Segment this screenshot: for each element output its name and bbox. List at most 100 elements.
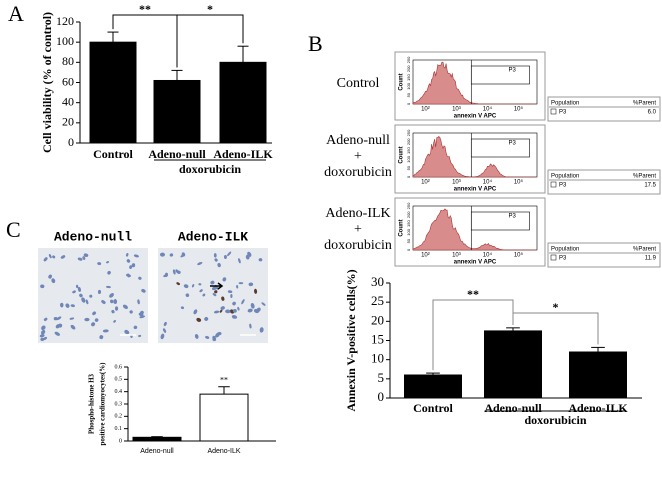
table-header: %Parent <box>633 247 656 253</box>
nucleus <box>70 304 75 308</box>
bar <box>153 79 201 144</box>
table-cell: P3 <box>559 183 567 189</box>
y-tick-label: 250 <box>406 202 411 209</box>
gate-label: P3 <box>508 68 516 74</box>
nucleus <box>172 269 176 275</box>
nucleus <box>160 333 165 340</box>
nucleus <box>54 331 61 336</box>
nucleus <box>232 301 236 306</box>
nucleus <box>69 317 75 320</box>
nucleus <box>126 259 131 263</box>
nucleus <box>83 253 89 258</box>
y-tick-label: 0.6 <box>115 364 123 370</box>
x-tick-label: Control <box>413 401 453 415</box>
x-axis-label: annexin V APC <box>454 260 497 266</box>
checkbox <box>550 254 557 261</box>
y-tick-label: 25 <box>371 293 384 308</box>
significance-bracket <box>176 14 244 68</box>
table-cell: P3 <box>559 110 567 116</box>
nucleus <box>133 254 139 258</box>
histogram-frame <box>394 124 546 194</box>
nucleus <box>48 274 52 279</box>
nucleus <box>254 288 258 294</box>
nucleus <box>106 285 111 289</box>
nucleus <box>107 270 111 275</box>
panel-letter: B <box>308 31 323 56</box>
histogram-frame <box>394 197 546 267</box>
nucleus <box>124 329 130 335</box>
bar <box>404 374 462 399</box>
y-axis-label: Annexin V-positive cells(%) <box>344 269 358 411</box>
y-tick-label: 250 <box>406 56 411 63</box>
y-axis-label: Count <box>399 219 405 236</box>
y-tick-label: 10 <box>371 351 384 366</box>
micrograph-title: Adeno-null <box>54 229 132 244</box>
y-tick-label: 0.1 <box>115 426 123 432</box>
nucleus <box>223 254 227 260</box>
nucleus <box>79 293 83 298</box>
nucleus <box>60 302 64 308</box>
table-header: Population <box>551 101 579 107</box>
y-tick-label: 50 <box>406 92 411 97</box>
nucleus <box>99 335 104 340</box>
histogram <box>412 61 537 105</box>
nucleus <box>139 315 146 319</box>
gate-label: P3 <box>508 141 516 147</box>
y-tick-label: 100 <box>56 34 74 48</box>
nucleus <box>180 254 185 258</box>
x-tick-label: 10⁵ <box>514 252 524 259</box>
nucleus <box>202 293 206 297</box>
nucleus <box>138 276 142 280</box>
nucleus <box>250 302 255 309</box>
nucleus <box>40 337 45 342</box>
nucleus <box>230 293 233 298</box>
nucleus <box>125 252 129 257</box>
nucleus <box>198 283 202 286</box>
nucleus <box>231 315 238 319</box>
y-tick-label: 20 <box>62 115 74 129</box>
y-tick-label: 0.3 <box>115 401 123 407</box>
x-tick-label: Adeno-ILK <box>207 448 240 455</box>
nucleus <box>110 299 114 304</box>
nucleus <box>221 296 225 301</box>
nucleus <box>101 300 106 304</box>
nucleus <box>238 258 241 264</box>
condition-label: Adeno-null <box>326 133 390 148</box>
table-header: Population <box>551 174 579 180</box>
y-tick-label: 100 <box>406 155 411 162</box>
table-header: %Parent <box>633 101 656 107</box>
nucleus <box>91 322 96 327</box>
nucleus <box>94 318 99 322</box>
nucleus <box>75 284 79 289</box>
y-tick-label: 0.4 <box>115 389 123 395</box>
population-table <box>547 242 661 268</box>
nucleus <box>159 252 165 257</box>
y-tick-label: 0 <box>378 389 385 404</box>
y-axis-label: Cell viability (% of control) <box>40 12 54 153</box>
y-tick-label: 0 <box>406 248 411 251</box>
nucleus <box>219 309 223 313</box>
nucleus <box>215 332 220 338</box>
nucleus <box>77 287 81 292</box>
table-cell: 6.0 <box>648 110 657 116</box>
x-axis-label: annexin V APC <box>454 114 497 120</box>
nucleus <box>92 311 97 316</box>
group-label: doxorubicin <box>179 162 241 176</box>
nucleus <box>126 273 131 278</box>
nucleus <box>238 282 244 285</box>
y-tick-label: 150 <box>406 73 411 80</box>
nucleus <box>97 289 102 294</box>
nucleus <box>222 277 227 282</box>
condition-label: doxorubicin <box>324 165 392 180</box>
gate <box>470 138 530 158</box>
error-bar <box>151 436 163 438</box>
nucleus <box>82 256 86 260</box>
nucleus <box>72 290 76 294</box>
x-tick-label: 10² <box>421 107 430 113</box>
nucleus <box>227 290 233 294</box>
nucleus <box>97 262 102 266</box>
panel-letter: A <box>8 1 24 26</box>
y-tick-label: 50 <box>406 165 411 170</box>
arrow <box>210 282 224 290</box>
